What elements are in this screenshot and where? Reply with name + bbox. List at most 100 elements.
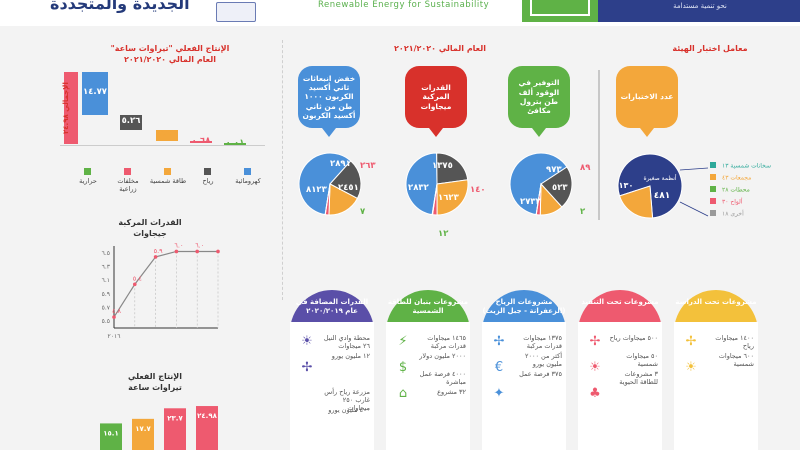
pie-charts: ٨١٢٣ ٢٨٩١ ٢٤٥١ ٢٦٣ ٧ ٢٨٣٢ ١٣٧٥ ١٦٢٣ ١٤٠ ١٢ ٢٧٣٢ ٩٧٣… xyxy=(298,152,591,239)
total-label: الإجمالي ٢٤.٩٨ xyxy=(62,82,70,134)
arch-card-text: ٦٠٠ ميجاوات شمسية xyxy=(718,352,754,369)
pie-label: ١٣٧٥ xyxy=(432,161,453,171)
capacity-line-chart: ٥.٥ ٥.٧ ٥.٩ ٦.١ ٦.٣ ٦.٥ ٢٠١٦ ٤.٨ ٥.٤ ٥.٩ ٦.٠ ٦.٠ xyxy=(102,241,220,340)
arch-card-icon: ✢ xyxy=(685,334,697,349)
lab-legend-swatch xyxy=(710,162,716,168)
pie-slice xyxy=(509,152,568,216)
legend-label: مخلفات زراعية xyxy=(117,177,139,193)
waterfall-bar xyxy=(224,143,246,146)
pie-label: ٢٨٩١ xyxy=(330,159,351,169)
pie-slice xyxy=(298,152,352,216)
pie-label: ٧ xyxy=(360,207,366,217)
pie-slice xyxy=(540,166,573,208)
waterfall-legend: كهرومائية رياح طاقة شمسية مخلفات زراعية حرار… xyxy=(70,168,270,193)
y-tick-label: ٥.٧ xyxy=(102,305,111,312)
header-right-text: نحو تنمية مستدامة xyxy=(673,2,727,10)
line-point-label: ٥.٩ xyxy=(154,247,164,255)
pie-label: ٨٩ xyxy=(580,163,591,173)
pie-label: ٩٧٣ xyxy=(546,165,562,175)
legend-label: كهرومائية xyxy=(235,177,261,185)
x-tick-label: ٢٠١٦ xyxy=(108,333,121,340)
legend-label: رياح xyxy=(202,177,214,185)
lab-legend-swatch xyxy=(710,198,716,204)
info-bubble: عدد الاختبارات xyxy=(616,66,678,128)
waterfall-bar xyxy=(190,141,212,144)
pie-slice xyxy=(436,179,469,216)
y-tick-label: ٥.٥ xyxy=(102,318,110,325)
bubble-tail xyxy=(532,128,546,137)
production-bar-chart: ١٥.١ ١٧.٧ ٢٣.٧ ٢٤.٩٨ xyxy=(100,406,218,450)
lab-pie-value: ٤٨١ xyxy=(654,191,670,201)
arch-card-icon: ♣ xyxy=(589,386,601,401)
waterfall-bar-label: ١٤.٧٧ xyxy=(83,87,107,98)
pie-label: ٢٤٥١ xyxy=(338,183,359,193)
lab-leader-line xyxy=(679,201,709,217)
prod-title-1: الإنتاج الفعلي xyxy=(128,372,182,381)
arch-card-icon: ✦ xyxy=(493,386,505,401)
arch-card-icon: ⌂ xyxy=(398,386,408,401)
header-blue-block xyxy=(598,0,800,22)
lab-legend-label: أخرى ١٨ xyxy=(722,210,744,218)
waterfall-bar xyxy=(82,72,108,115)
arch-card-text: أكثر من ٢٠٠٠ مليون يورو xyxy=(525,352,562,369)
line-point-label: ٦.٠ xyxy=(195,241,204,249)
header-green-block xyxy=(522,0,598,22)
waterfall-baseline xyxy=(60,145,265,146)
pie-slice xyxy=(618,185,654,219)
lab-legend-label: مجمعات ٤٣ xyxy=(722,175,751,182)
arch-card-text: ٥٠٠ ميجاوات رياح xyxy=(609,334,658,342)
lab-leader-line xyxy=(679,167,709,171)
waterfall-chart: ١٤.٧٧ ٥.٢٦ ٣.٩٦ ٠.٦٨ ٠.٠١ xyxy=(60,64,270,164)
line-point xyxy=(216,249,220,254)
waterfall-bar xyxy=(120,114,142,130)
pie-label: ١٤٠ xyxy=(470,185,486,195)
lab-pie-inner-label: أنظمة صغيرة xyxy=(643,174,676,182)
arch-card-icon: ☀ xyxy=(589,360,601,375)
arch-card-text: ٣٧٥ فرصة عمل xyxy=(519,370,562,378)
lab-legend-label: ألواح ٣٠ xyxy=(722,198,743,206)
production-bar-label: ١٧.٧ xyxy=(135,425,151,433)
production-bar xyxy=(100,423,122,450)
arch-card-text: ٥٠ ميجاوات شمسية xyxy=(626,352,658,369)
lab-legend-label: محطات ٢٨ xyxy=(722,187,750,194)
arch-card-text: مزرعة رياح رأس غارب ٢٥٠ ميجاوات xyxy=(324,388,370,413)
lab-legend-swatch xyxy=(710,174,716,180)
arch-card-icon: ✢ xyxy=(589,334,601,349)
pie-label: ٢٧٣٢ xyxy=(520,197,542,207)
production-bar xyxy=(196,406,218,450)
legend-label: طاقة شمسية xyxy=(149,177,187,185)
total-bar xyxy=(64,72,78,144)
pie-label: ١٦٢٣ xyxy=(438,193,460,203)
line-point xyxy=(174,249,179,254)
arch-card-text: ٢٠٠٠ مليون دولار xyxy=(419,352,466,360)
waterfall-bar-label: ٣.٩٦ xyxy=(157,129,177,140)
waterfall-title-1: الإنتاج الفعلي "تيراوات ساعة" xyxy=(110,44,230,53)
line-point-label: ٤.٨ xyxy=(112,307,122,315)
prod-title-2: تيراوات ساعة xyxy=(128,383,182,392)
waterfall-bar-label: ٠.٠١ xyxy=(225,138,245,149)
legend-swatch xyxy=(124,168,131,175)
info-bubble: القدرات المركبة ميجاوات xyxy=(405,66,467,128)
pie-slice xyxy=(436,152,469,185)
waterfall-title-2: العام المالي ٢٠٢١/٢٠٢٠ xyxy=(124,55,216,64)
header-title: الجديدة والمتجددة xyxy=(50,0,190,13)
info-bubble: التوفير في الوقود ألف طن بترول مكافئ xyxy=(508,66,570,128)
info-bubble: خفض انبعاثات ثاني أكسيد الكربون ١٠٠٠ طن … xyxy=(298,66,360,128)
arch-card-text: محطة وادي النيل ٢٦ ميجاوات xyxy=(323,334,370,351)
pie-slice xyxy=(431,183,438,216)
bubble-tail xyxy=(640,128,654,137)
arch-card-icon: ☀ xyxy=(685,360,697,375)
arch-card: ٥٠٠ ميجاوات رياح ٥٠ ميجاوات شمسية ٣ مشروعا… xyxy=(578,322,662,450)
arch-card-text: ٤٠٠ مليون يورو xyxy=(328,406,370,414)
production-bar-label: ٢٤.٩٨ xyxy=(197,412,217,420)
capacity-line xyxy=(113,250,218,318)
arch-card-icon: € xyxy=(494,360,504,375)
pie-label: ٢ xyxy=(580,207,586,217)
header-subtitle-en: Renewable Energy for Sustainability xyxy=(318,0,490,10)
authority-logo xyxy=(216,2,256,22)
line-title-1: القدرات المركبة xyxy=(118,218,182,227)
pie-slice xyxy=(535,183,542,216)
arch-card-text: ١٤٦٥ ميجاوات قدرات مركبة xyxy=(427,334,466,351)
arch-card-text: ١٣٧٥ ميجاوات قدرات مركبة xyxy=(523,334,562,351)
bubble-tail xyxy=(322,128,336,137)
